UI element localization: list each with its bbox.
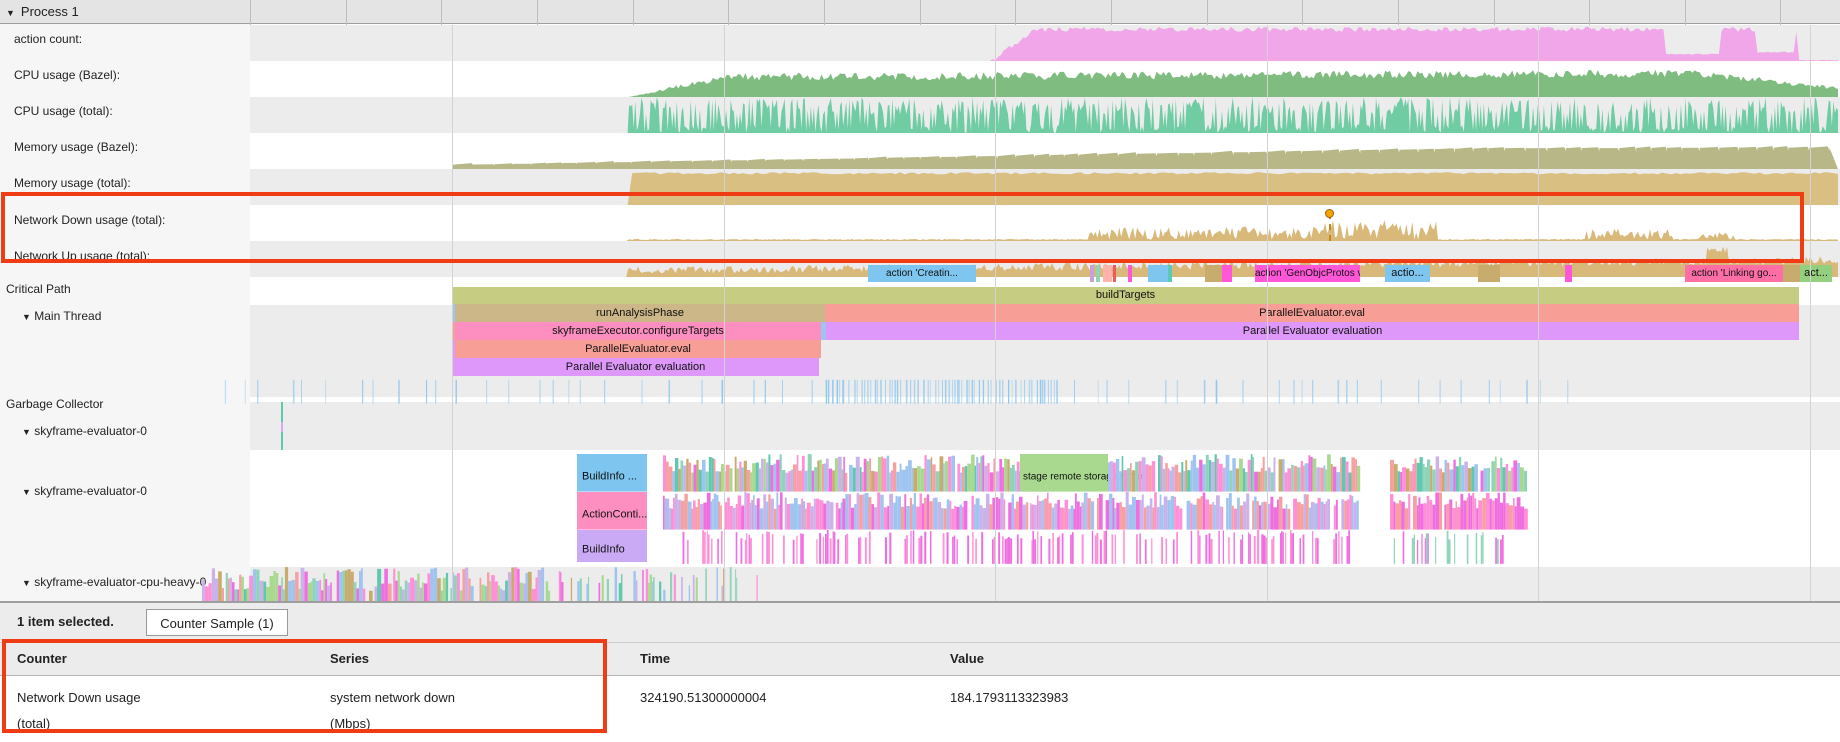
svg-text:BuildInfo: BuildInfo [582,543,625,555]
svg-text:ActionConti...: ActionConti... [582,509,647,521]
svg-text:BuildInfo ...: BuildInfo ... [582,471,637,483]
